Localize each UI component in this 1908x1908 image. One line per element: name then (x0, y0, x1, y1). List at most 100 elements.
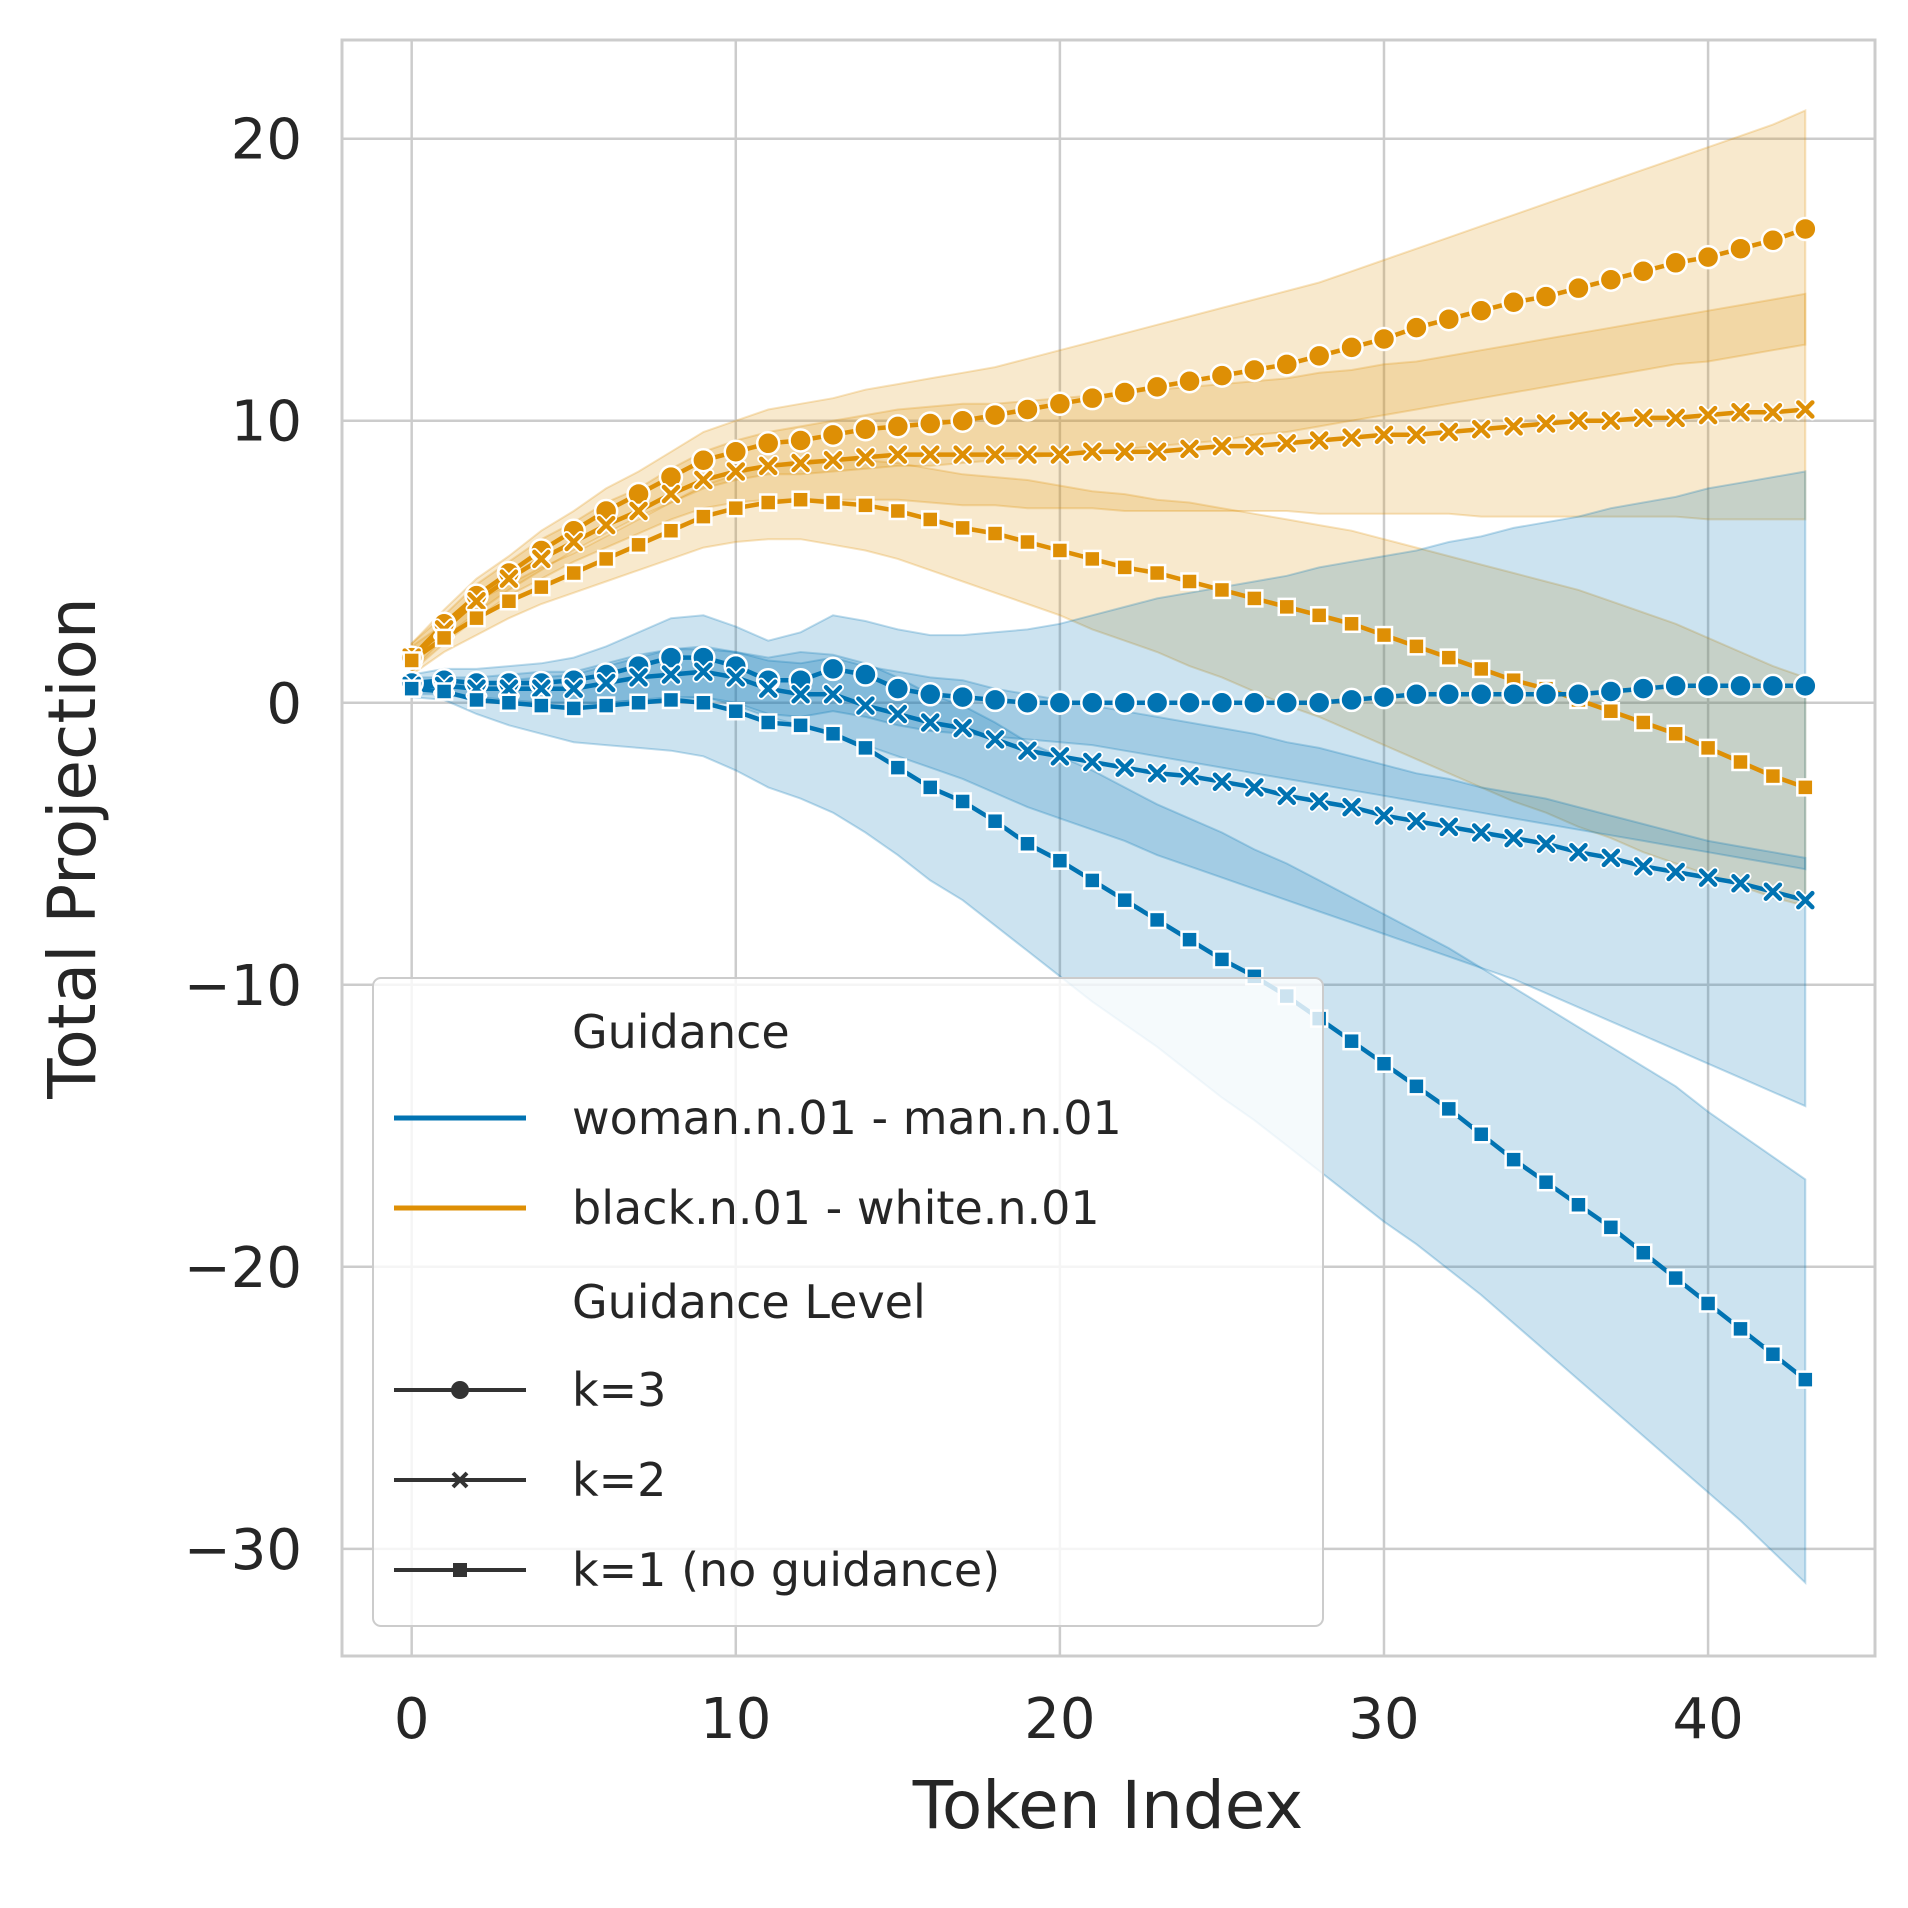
y-tick-label: 10 (231, 390, 302, 455)
point-black-n-01-white-n-01-k-2 (1277, 434, 1297, 453)
point-black-n-01-white-n-01-k-1-no-guidance (694, 507, 713, 526)
point-black-n-01-white-n-01-k-2 (953, 445, 972, 464)
point-woman-n-01-man-n-01-k-1-no-guidance (1083, 871, 1102, 890)
point-black-n-01-white-n-01-k-1-no-guidance (596, 549, 616, 569)
point-woman-n-01-man-n-01-k-2 (694, 662, 713, 681)
ci-band-black-n-01-white-n-01-k-3 (410, 108, 1807, 675)
point-black-n-01-white-n-01-k-1-no-guidance (1147, 563, 1167, 583)
point-black-n-01-white-n-01-k-2 (856, 448, 875, 467)
point-woman-n-01-man-n-01-k-1-no-guidance (1115, 890, 1134, 910)
legend-title-guidance: Guidance (572, 1005, 790, 1059)
point-black-n-01-white-n-01-k-2 (1731, 403, 1750, 422)
point-black-n-01-white-n-01-k-3 (788, 428, 813, 453)
point-woman-n-01-man-n-01-k-1-no-guidance (1698, 1294, 1718, 1313)
point-woman-n-01-man-n-01-k-1-no-guidance (1407, 1077, 1426, 1096)
point-woman-n-01-man-n-01-k-2 (726, 668, 746, 687)
point-woman-n-01-man-n-01-k-1-no-guidance (596, 696, 616, 715)
point-black-n-01-white-n-01-k-2 (532, 549, 551, 569)
confidence-bands (410, 108, 1807, 1586)
point-woman-n-01-man-n-01-k-3 (1015, 690, 1040, 716)
point-woman-n-01-man-n-01-k-1-no-guidance (791, 716, 810, 735)
point-black-n-01-white-n-01-k-1-no-guidance (791, 490, 810, 509)
point-black-n-01-white-n-01-k-1-no-guidance (661, 521, 681, 540)
point-woman-n-01-man-n-01-k-2 (1471, 823, 1491, 842)
point-black-n-01-white-n-01-k-2 (1050, 445, 1070, 464)
legend-marker-circle-icon (451, 1381, 469, 1399)
point-woman-n-01-man-n-01-k-1-no-guidance (920, 778, 940, 797)
legend-marker-x-icon (451, 1471, 469, 1489)
point-woman-n-01-man-n-01-k-1-no-guidance (661, 690, 681, 710)
point-woman-n-01-man-n-01-k-3 (1242, 690, 1267, 716)
point-woman-n-01-man-n-01-k-2 (1569, 842, 1588, 862)
point-black-n-01-white-n-01-k-3 (1728, 236, 1753, 261)
point-black-n-01-white-n-01-k-3 (1793, 216, 1818, 242)
point-black-n-01-white-n-01-k-3 (755, 431, 781, 456)
point-woman-n-01-man-n-01-k-3 (1339, 687, 1364, 713)
point-black-n-01-white-n-01-k-2 (726, 462, 746, 481)
legend-entry-woman-man: woman.n.01 - man.n.01 (572, 1091, 1122, 1145)
point-woman-n-01-man-n-01-k-1-no-guidance (1569, 1195, 1588, 1215)
point-woman-n-01-man-n-01-k-2 (532, 679, 551, 698)
x-tick-labels: 0 10 20 30 40 (394, 1687, 1744, 1752)
point-woman-n-01-man-n-01-k-2 (953, 718, 972, 738)
point-woman-n-01-man-n-01-k-2 (1504, 828, 1523, 848)
point-woman-n-01-man-n-01-k-3 (1501, 682, 1526, 707)
point-woman-n-01-man-n-01-k-3 (1695, 673, 1721, 699)
point-black-n-01-white-n-01-k-1-no-guidance (1342, 614, 1361, 634)
point-woman-n-01-man-n-01-k-1-no-guidance (1212, 950, 1232, 969)
point-woman-n-01-man-n-01-k-1-no-guidance (1796, 1370, 1815, 1389)
point-woman-n-01-man-n-01-k-2 (1245, 778, 1264, 797)
point-black-n-01-white-n-01-k-2 (1601, 411, 1621, 430)
y-tick-label: −20 (184, 1236, 302, 1301)
point-black-n-01-white-n-01-k-2 (564, 532, 583, 552)
point-woman-n-01-man-n-01-k-2 (1115, 758, 1134, 777)
legend-entry-k2: k=2 (572, 1453, 666, 1507)
point-woman-n-01-man-n-01-k-2 (791, 685, 810, 704)
point-woman-n-01-man-n-01-k-1-no-guidance (1050, 851, 1070, 870)
point-black-n-01-white-n-01-k-1-no-guidance (1439, 648, 1459, 667)
x-axis-label: Token Index (912, 1767, 1303, 1844)
ci-band-woman-n-01-man-n-01-k-1-no-guidance (410, 648, 1807, 1586)
x-tick-label: 0 (394, 1687, 430, 1752)
point-black-n-01-white-n-01-k-1-no-guidance (985, 524, 1005, 543)
point-woman-n-01-man-n-01-k-2 (1309, 792, 1329, 811)
point-woman-n-01-man-n-01-k-2 (564, 679, 583, 698)
point-black-n-01-white-n-01-k-2 (1212, 436, 1232, 456)
y-axis-label: Total Projection (34, 597, 111, 1099)
point-woman-n-01-man-n-01-k-3 (982, 687, 1008, 713)
point-woman-n-01-man-n-01-k-1-no-guidance (1018, 834, 1037, 854)
point-woman-n-01-man-n-01-k-2 (823, 685, 843, 704)
point-woman-n-01-man-n-01-k-2 (1342, 797, 1361, 817)
legend-marker-square-icon (453, 1563, 467, 1577)
point-black-n-01-white-n-01-k-2 (1147, 442, 1167, 462)
point-black-n-01-white-n-01-k-2 (1698, 405, 1718, 425)
point-black-n-01-white-n-01-k-1-no-guidance (564, 563, 583, 583)
point-black-n-01-white-n-01-k-3 (1015, 397, 1040, 422)
point-woman-n-01-man-n-01-k-1-no-guidance (726, 701, 746, 721)
point-woman-n-01-man-n-01-k-2 (985, 730, 1005, 749)
point-black-n-01-white-n-01-k-1-no-guidance (1309, 606, 1329, 625)
point-black-n-01-white-n-01-k-2 (1536, 414, 1556, 433)
point-black-n-01-white-n-01-k-2 (1018, 445, 1037, 464)
point-woman-n-01-man-n-01-k-1-no-guidance (434, 682, 454, 701)
point-black-n-01-white-n-01-k-3 (917, 411, 943, 436)
point-black-n-01-white-n-01-k-3 (853, 416, 878, 442)
point-black-n-01-white-n-01-k-1-no-guidance (499, 591, 519, 611)
y-tick-label: 0 (266, 672, 302, 737)
y-tick-labels: −30 −20 −10 0 10 20 (184, 108, 302, 1583)
point-woman-n-01-man-n-01-k-1-no-guidance (1439, 1099, 1459, 1119)
point-woman-n-01-man-n-01-k-2 (629, 668, 648, 687)
point-woman-n-01-man-n-01-k-1-no-guidance (1180, 930, 1199, 949)
point-black-n-01-white-n-01-k-1-no-guidance (1050, 541, 1070, 560)
point-black-n-01-white-n-01-k-2 (1796, 400, 1815, 419)
point-woman-n-01-man-n-01-k-3 (1274, 690, 1300, 716)
point-woman-n-01-man-n-01-k-1-no-guidance (467, 690, 486, 710)
point-woman-n-01-man-n-01-k-2 (1018, 741, 1037, 760)
point-black-n-01-white-n-01-k-1-no-guidance (1180, 572, 1199, 591)
point-black-n-01-white-n-01-k-3 (1533, 284, 1559, 309)
point-black-n-01-white-n-01-k-3 (1112, 380, 1137, 405)
point-black-n-01-white-n-01-k-3 (1144, 374, 1170, 400)
point-black-n-01-white-n-01-k-2 (596, 515, 616, 535)
point-black-n-01-white-n-01-k-2 (1666, 408, 1685, 428)
